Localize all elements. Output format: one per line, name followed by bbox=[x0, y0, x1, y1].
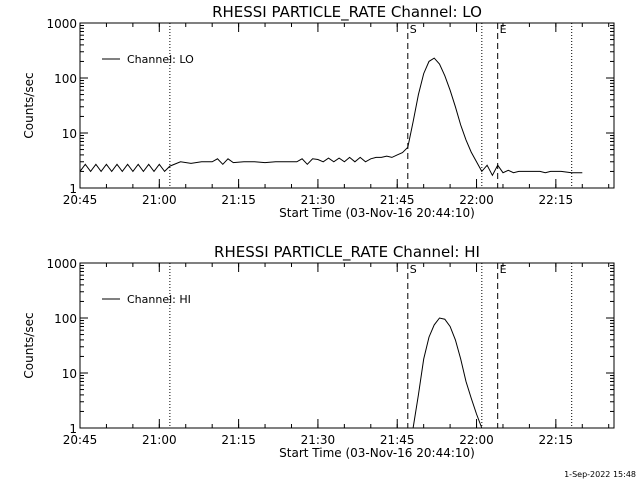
legend-label: Channel: HI bbox=[127, 293, 191, 306]
y-tick-label: 100 bbox=[54, 72, 77, 86]
y-tick-label: 10 bbox=[62, 367, 77, 381]
x-tick-label: 21:15 bbox=[221, 433, 256, 447]
marker-label-e: E bbox=[500, 263, 507, 276]
x-tick-label: 22:00 bbox=[459, 433, 494, 447]
y-tick-label: 1000 bbox=[46, 257, 77, 271]
chart-title: RHESSI PARTICLE_RATE Channel: LO bbox=[212, 3, 482, 22]
x-tick-label: 21:45 bbox=[380, 433, 415, 447]
marker-label-e: E bbox=[500, 23, 507, 36]
x-axis-label: Start Time (03-Nov-16 20:44:10) bbox=[279, 446, 475, 460]
y-tick-label: 1000 bbox=[46, 17, 77, 31]
marker-label-s: S bbox=[410, 23, 417, 36]
x-tick-label: 21:45 bbox=[380, 193, 415, 207]
x-tick-label: 20:45 bbox=[63, 433, 98, 447]
chart-panel-1: RHESSI PARTICLE_RATE Channel: LO 1 10 100 10… bbox=[22, 3, 615, 220]
y-tick-label: 10 bbox=[62, 127, 77, 141]
x-tick-label: 22:15 bbox=[539, 433, 574, 447]
x-axis-label: Start Time (03-Nov-16 20:44:10) bbox=[279, 206, 475, 220]
marker-label-s: S bbox=[410, 263, 417, 276]
series-line bbox=[412, 317, 483, 429]
x-tick-label: 21:15 bbox=[221, 193, 256, 207]
x-tick-label: 21:30 bbox=[301, 433, 336, 447]
x-tick-label: 21:00 bbox=[142, 193, 177, 207]
x-tick-label: 21:00 bbox=[142, 433, 177, 447]
y-axis-label: Counts/sec bbox=[22, 72, 36, 138]
y-tick-label: 100 bbox=[54, 312, 77, 326]
timestamp: 1-Sep-2022 15:48 bbox=[564, 470, 636, 479]
x-tick-label: 21:30 bbox=[301, 193, 336, 207]
plot-frame bbox=[79, 262, 615, 429]
series-line bbox=[79, 57, 583, 177]
y-tick-label: 1 bbox=[69, 182, 77, 196]
x-tick-label: 22:15 bbox=[539, 193, 574, 207]
chart-title: RHESSI PARTICLE_RATE Channel: HI bbox=[214, 243, 480, 262]
plot-frame bbox=[79, 22, 615, 189]
legend-label: Channel: LO bbox=[127, 53, 194, 66]
y-axis-label: Counts/sec bbox=[22, 312, 36, 378]
x-tick-label: 20:45 bbox=[63, 193, 98, 207]
chart-panel-2: RHESSI PARTICLE_RATE Channel: HI 1 10 100 10… bbox=[22, 243, 615, 460]
x-tick-label: 22:00 bbox=[459, 193, 494, 207]
y-tick-label: 1 bbox=[69, 422, 77, 436]
